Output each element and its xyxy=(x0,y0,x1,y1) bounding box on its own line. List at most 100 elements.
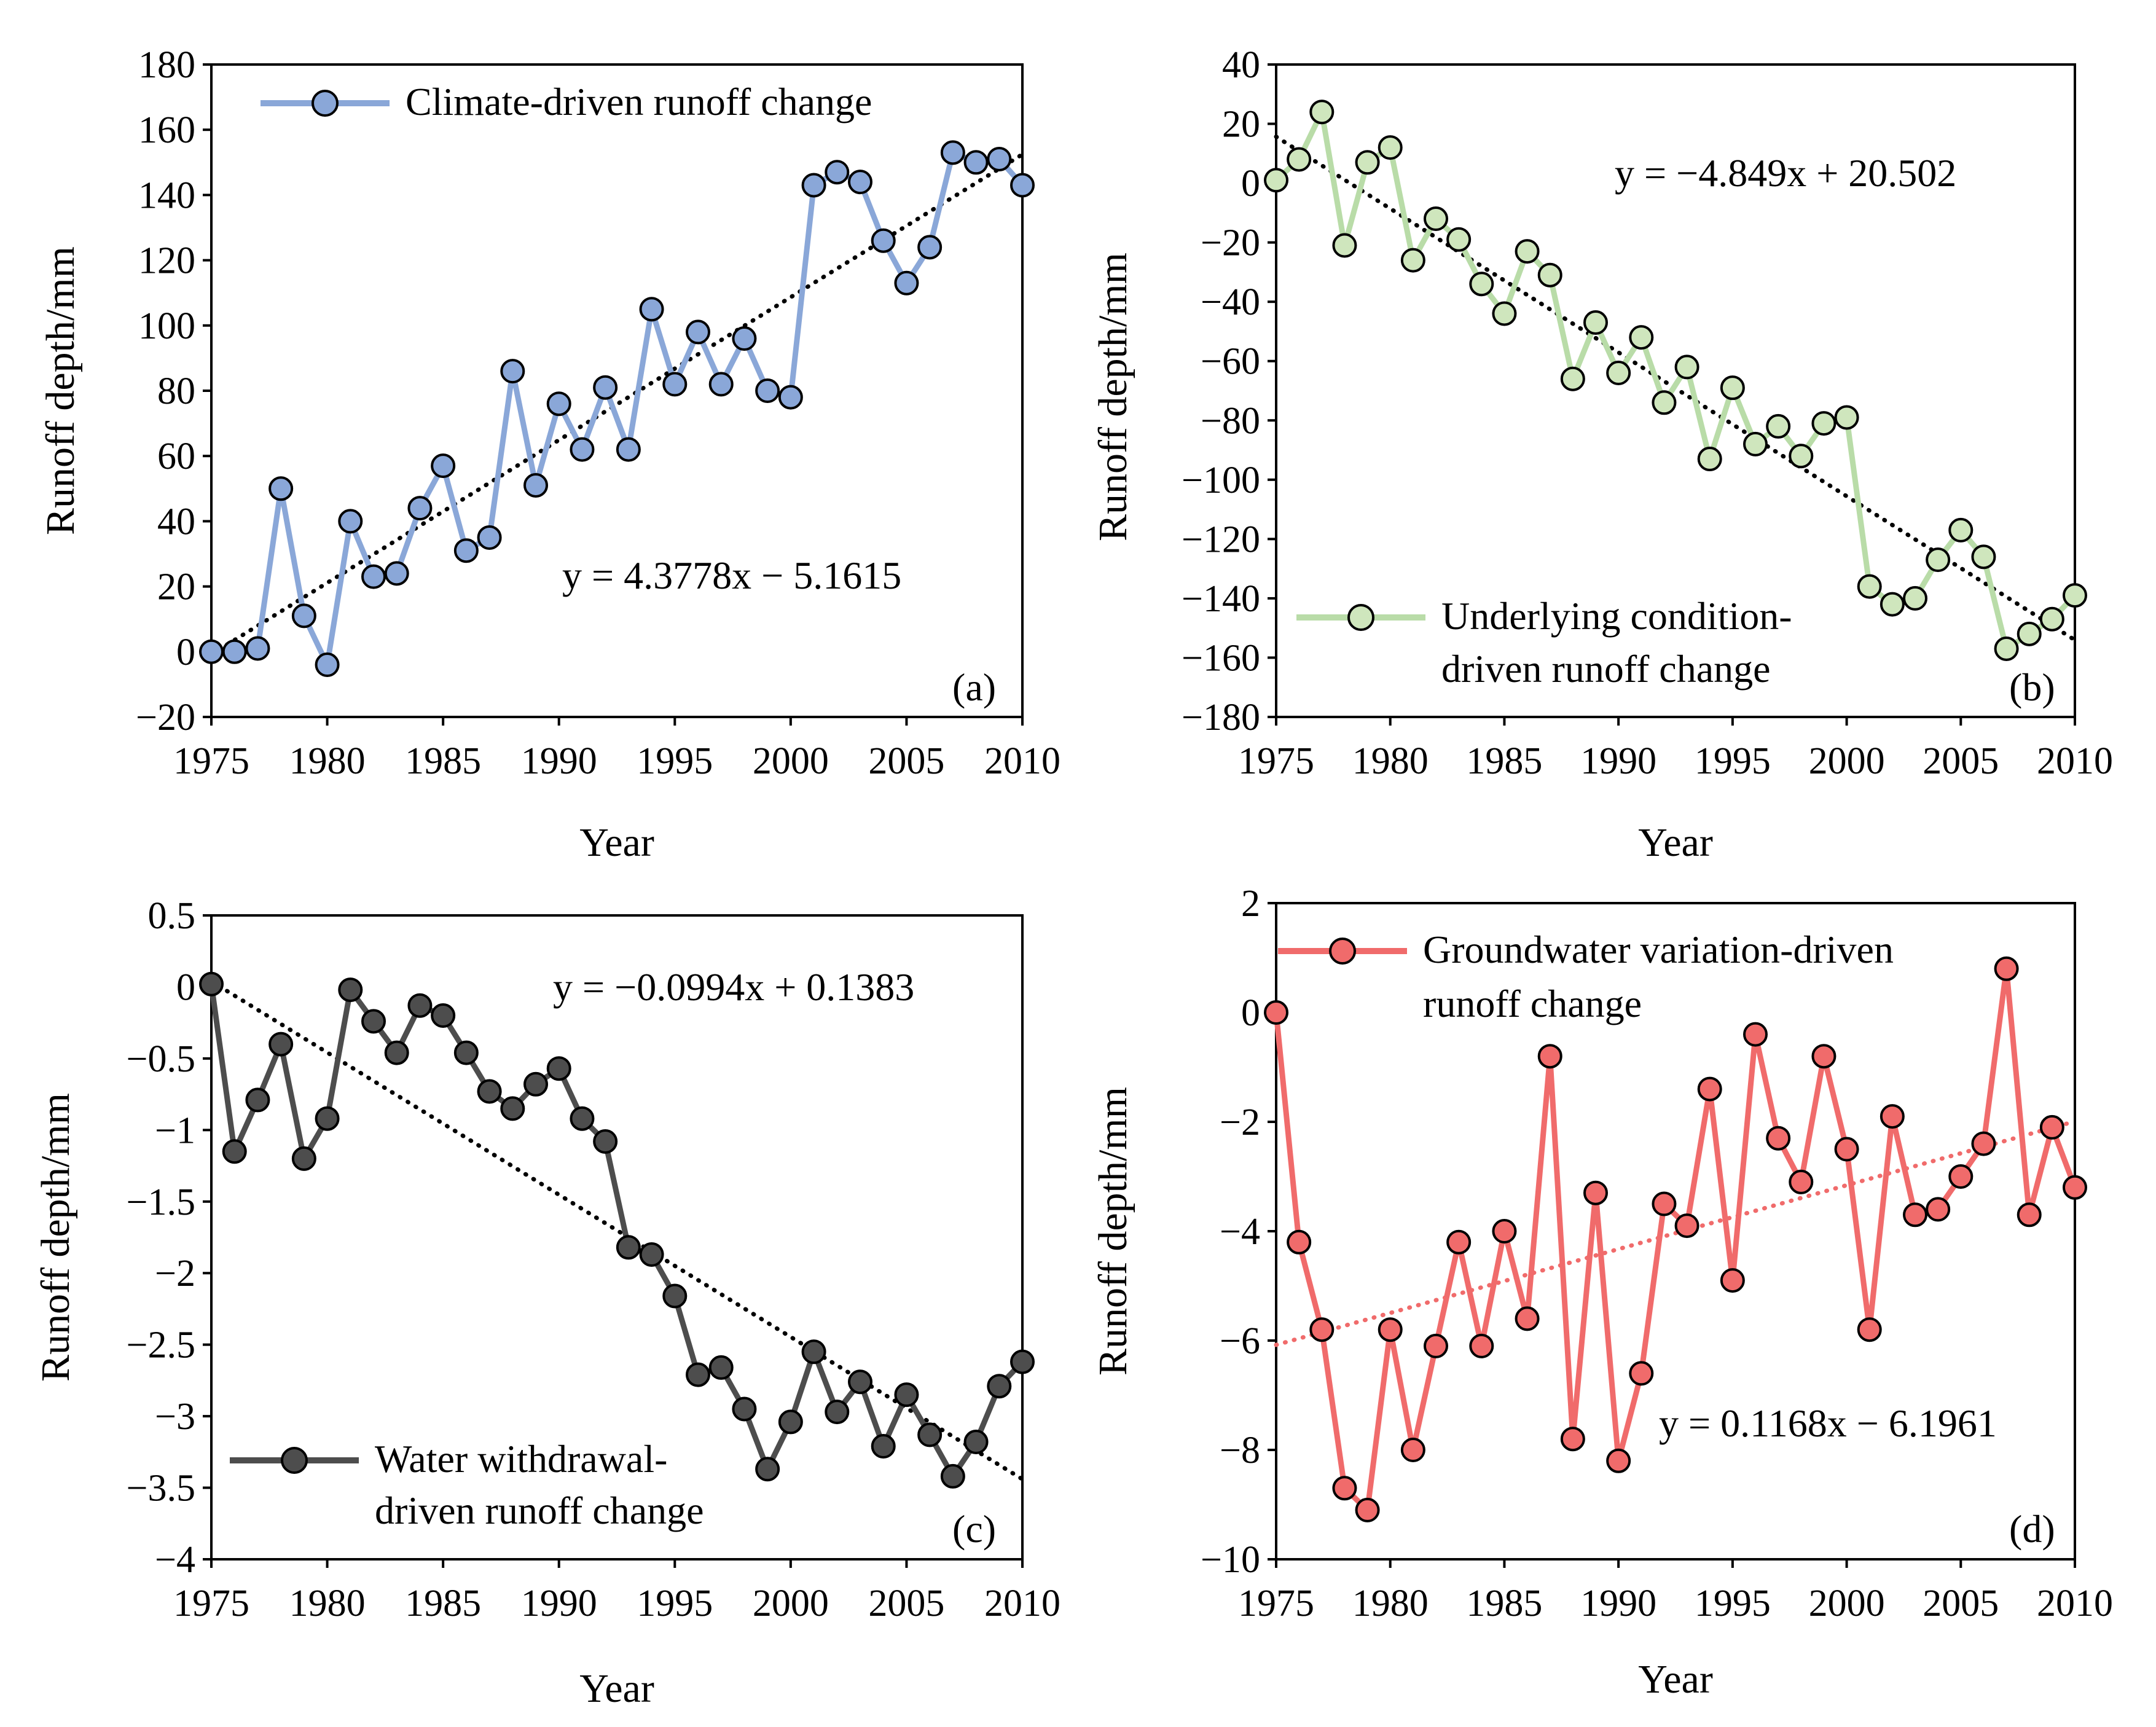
x-tick-label: 2000 xyxy=(753,740,829,782)
data-point xyxy=(1560,366,1585,391)
data-point xyxy=(1880,1104,1905,1129)
data-point xyxy=(708,372,734,397)
data-point xyxy=(2063,583,2087,608)
data-point xyxy=(686,1362,710,1387)
data-point xyxy=(407,496,433,521)
data-point xyxy=(871,1434,896,1459)
data-point xyxy=(1264,168,1288,193)
data-point xyxy=(1537,1044,1562,1069)
data-point xyxy=(1469,1333,1494,1358)
data-point xyxy=(315,1106,340,1131)
y-tick-label: 40 xyxy=(1222,44,1260,86)
y-tick-label: 0 xyxy=(176,966,195,1008)
data-point xyxy=(2039,606,2064,632)
data-point xyxy=(1355,1497,1380,1522)
x-tick-label: 1985 xyxy=(405,740,481,782)
data-point xyxy=(2039,1114,2064,1140)
y-tick-label: −60 xyxy=(1201,341,1260,383)
x-tick-label: 2010 xyxy=(2037,740,2113,782)
data-point xyxy=(778,385,803,410)
legend-label-c-line1: Water withdrawal- xyxy=(375,1437,667,1481)
y-axis-title-d: Runoff depth/mm xyxy=(1091,1087,1135,1376)
x-tick-label: 1975 xyxy=(173,740,249,782)
y-tick-label: 0.5 xyxy=(148,895,196,937)
y-axis-title-c: Runoff depth/mm xyxy=(33,1093,78,1382)
data-point xyxy=(1287,1229,1312,1255)
data-point xyxy=(1515,1306,1540,1331)
x-tick-label: 1980 xyxy=(1352,1583,1429,1624)
data-point xyxy=(269,1032,294,1057)
data-point xyxy=(1287,147,1312,172)
x-tick-label: 2005 xyxy=(868,740,944,782)
data-point xyxy=(1674,354,1699,380)
data-point xyxy=(1926,1197,1951,1222)
legend-marker-c xyxy=(281,1447,308,1474)
x-tick-label: 1995 xyxy=(637,1583,713,1624)
data-point xyxy=(1834,1137,1859,1162)
data-point xyxy=(1674,1213,1699,1239)
y-tick-label: −1.5 xyxy=(127,1181,195,1223)
y-ticks-a: −20 0 20 40 60 80 100 120 140 160 180 xyxy=(136,44,211,738)
x-tick-label: 1995 xyxy=(1695,740,1771,782)
points-b xyxy=(1264,100,2087,661)
y-tick-label: −3.5 xyxy=(127,1468,195,1510)
data-point xyxy=(1515,239,1540,264)
data-point xyxy=(523,1071,548,1097)
x-tick-label: 1990 xyxy=(521,740,597,782)
y-tick-label: −10 xyxy=(1201,1539,1260,1581)
data-point xyxy=(1697,447,1722,472)
data-point xyxy=(708,1355,734,1380)
data-point xyxy=(1880,592,1905,617)
y-tick-label: −2 xyxy=(155,1253,195,1294)
legend-label-d-line1: Groundwater variation-driven xyxy=(1423,928,1894,971)
panel-d: −10 −8 −6 −4 −2 0 2 1975 1980 1985 1990 1995 2000 20… xyxy=(1091,883,2113,1702)
panel-label-b: (b) xyxy=(2009,665,2055,709)
data-point xyxy=(755,1457,780,1482)
data-point xyxy=(1355,150,1380,175)
data-point xyxy=(917,235,943,260)
legend-label-b-line2: driven runoff change xyxy=(1441,647,1771,691)
x-axis-title-c: Year xyxy=(579,1666,654,1711)
y-tick-label: −8 xyxy=(1220,1430,1260,1471)
data-point xyxy=(1492,301,1517,326)
data-point xyxy=(593,1129,618,1154)
data-point xyxy=(1811,411,1837,436)
trend-equation-c: y = −0.0994x + 0.1383 xyxy=(553,965,914,1009)
legend-label-a: Climate-driven runoff change xyxy=(406,80,872,123)
data-point xyxy=(315,652,340,678)
x-tick-label: 1995 xyxy=(1695,1583,1771,1624)
data-point xyxy=(1971,544,1996,570)
y-tick-label: −6 xyxy=(1220,1320,1260,1362)
data-point xyxy=(1400,1438,1425,1462)
x-tick-label: 1975 xyxy=(173,1583,249,1624)
data-point xyxy=(1264,1000,1288,1025)
y-tick-label: −2 xyxy=(1220,1102,1260,1143)
y-tick-label: −20 xyxy=(136,697,195,738)
data-point xyxy=(894,1382,919,1408)
legend-b: Underlying condition- driven runoff chan… xyxy=(1296,594,1792,691)
data-point xyxy=(755,378,780,403)
data-point xyxy=(917,1422,943,1447)
data-point xyxy=(431,1003,456,1028)
data-point xyxy=(825,160,850,185)
y-tick-label: −1 xyxy=(155,1110,195,1151)
data-point xyxy=(199,971,224,997)
data-point xyxy=(987,146,1012,171)
data-point xyxy=(1537,262,1562,288)
data-point xyxy=(1948,1164,1974,1189)
data-point xyxy=(1332,233,1357,258)
x-tick-label: 2010 xyxy=(984,1583,1060,1624)
points-a xyxy=(199,140,1035,678)
data-point xyxy=(361,1009,386,1034)
data-point xyxy=(1010,173,1035,198)
data-point xyxy=(940,140,965,165)
data-point xyxy=(1629,1361,1654,1386)
data-point xyxy=(500,359,525,384)
panel-label-a: (a) xyxy=(952,665,996,709)
x-tick-label: 1980 xyxy=(289,1583,366,1624)
plot-frame-c xyxy=(210,914,1024,1561)
panel-label-d: (d) xyxy=(2009,1507,2055,1551)
trendline-c xyxy=(209,979,1025,1482)
x-tick-label: 1975 xyxy=(1238,1583,1314,1624)
data-point xyxy=(1926,547,1951,573)
